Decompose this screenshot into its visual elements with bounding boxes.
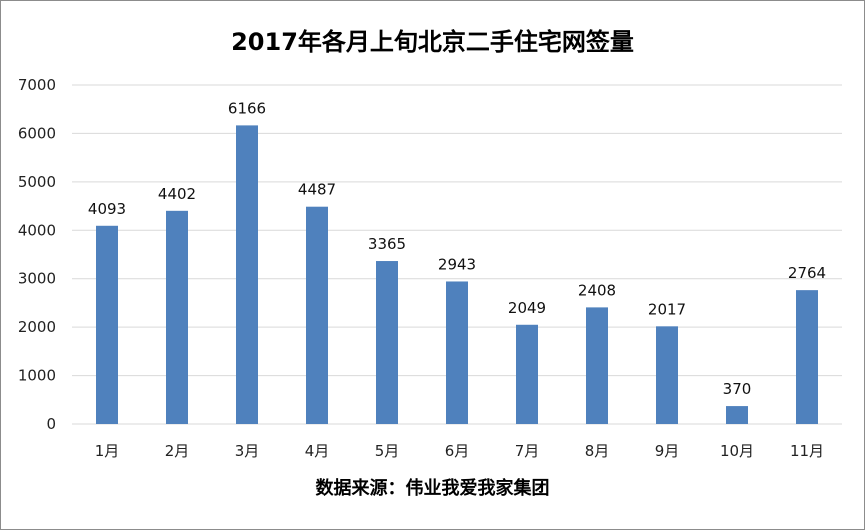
- y-tick-label: 6000: [18, 124, 56, 142]
- bar: [796, 290, 818, 424]
- y-tick-label: 2000: [18, 318, 56, 336]
- data-label: 2017: [648, 300, 686, 318]
- y-tick-label: 0: [46, 415, 56, 433]
- y-axis-ticks: 0 1000 2000 3000 4000 5000 6000 7000: [18, 76, 56, 433]
- data-label: 3365: [368, 235, 406, 253]
- bar: [96, 225, 118, 424]
- y-tick-label: 7000: [18, 76, 56, 94]
- y-tick-label: 4000: [18, 221, 56, 239]
- bar: [726, 406, 748, 424]
- x-tick-label: 3月: [235, 442, 260, 460]
- data-label: 370: [723, 380, 752, 398]
- x-tick-label: 2月: [165, 442, 190, 460]
- bar: [236, 125, 258, 424]
- data-label: 2943: [438, 255, 476, 273]
- bar: [516, 324, 538, 424]
- bar: [376, 261, 398, 424]
- data-labels: 4093 4402 6166 4487 3365 2943 2049 2408 2017 370 2…: [88, 99, 826, 398]
- x-tick-label: 7月: [515, 442, 540, 460]
- bar: [446, 281, 468, 424]
- x-tick-label: 6月: [445, 442, 470, 460]
- bar: [656, 326, 678, 424]
- x-tick-label: 4月: [305, 442, 330, 460]
- x-tick-label: 10月: [720, 442, 754, 460]
- data-label: 2049: [508, 299, 546, 317]
- data-label: 2764: [788, 264, 826, 282]
- y-tick-label: 5000: [18, 173, 56, 191]
- bar: [166, 210, 188, 424]
- bar: [586, 307, 608, 424]
- y-tick-label: 1000: [18, 367, 56, 385]
- data-source-note: 数据来源：伟业我爱我家集团: [315, 478, 550, 499]
- x-tick-label: 5月: [375, 442, 400, 460]
- data-label: 6166: [228, 99, 266, 117]
- x-tick-label: 1月: [95, 442, 120, 460]
- chart-title: 2017年各月上旬北京二手住宅网签量: [231, 28, 634, 56]
- x-tick-label: 11月: [790, 442, 824, 460]
- y-tick-label: 3000: [18, 270, 56, 288]
- x-tick-label: 8月: [585, 442, 610, 460]
- data-label: 4093: [88, 200, 126, 218]
- bar: [306, 206, 328, 424]
- data-label: 4402: [158, 185, 196, 203]
- data-label: 2408: [578, 281, 616, 299]
- bars: [96, 125, 818, 424]
- x-tick-label: 9月: [655, 442, 680, 460]
- data-label: 4487: [298, 181, 336, 199]
- x-axis-ticks: 1月 2月 3月 4月 5月 6月 7月 8月 9月 10月 11月: [95, 442, 824, 460]
